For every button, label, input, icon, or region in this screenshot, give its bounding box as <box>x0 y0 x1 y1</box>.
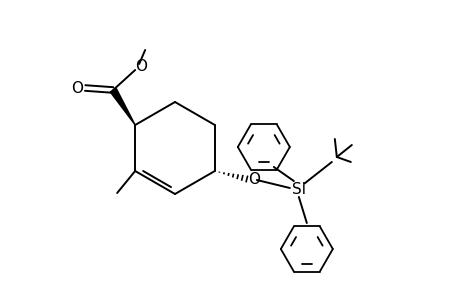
Text: O: O <box>247 172 259 188</box>
Text: O: O <box>71 80 83 95</box>
Polygon shape <box>110 88 135 125</box>
Text: O: O <box>135 58 147 74</box>
Text: Si: Si <box>291 182 305 196</box>
